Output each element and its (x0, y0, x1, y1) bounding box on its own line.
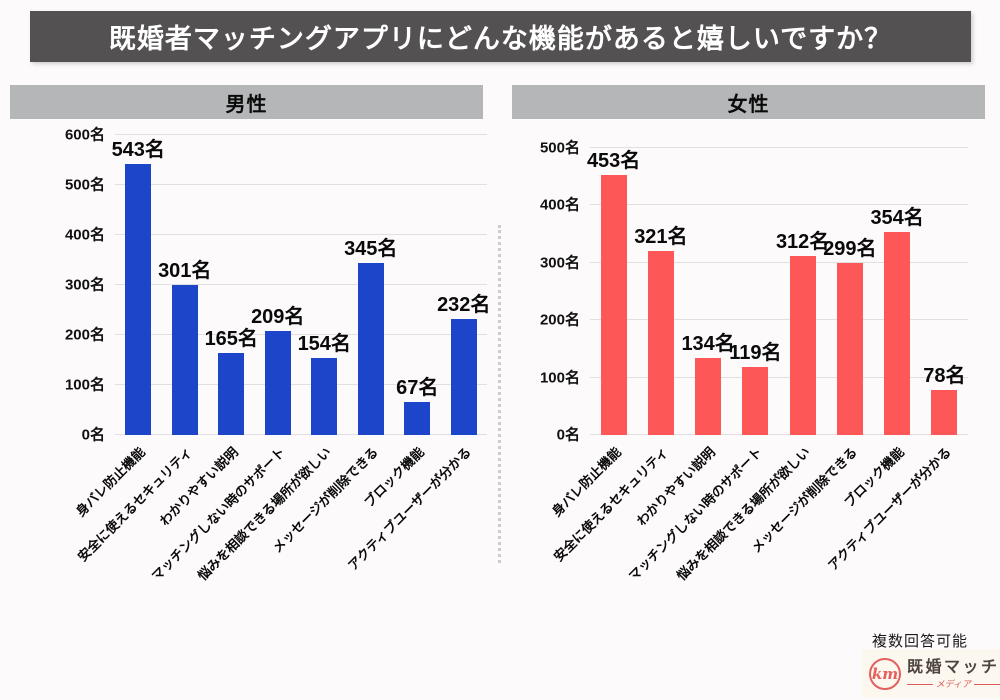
gridline (590, 434, 968, 435)
y-axis-tick-label: 0名 (81, 426, 105, 444)
bar-value-label: 119名 (729, 341, 782, 364)
gridline (590, 204, 968, 206)
x-axis-category-label: わかりやすい説明 (156, 444, 242, 529)
gridline (590, 261, 968, 263)
bar-female (789, 255, 816, 435)
x-axis-category-label: 身バレ防止機能 (73, 444, 149, 520)
bar-male (171, 284, 198, 435)
bar-value-label: 78名 (923, 365, 966, 388)
x-axis-category-label: 安全に使えるセキュリティ (74, 444, 195, 565)
bar-value-label: 354名 (870, 206, 924, 229)
x-axis-category-label: アクティブユーザーが分かる (344, 444, 474, 574)
y-axis-tick-label: 400名 (539, 196, 580, 214)
logo-line-right (973, 683, 1000, 685)
y-axis-tick-label: 100名 (539, 369, 580, 387)
bar-value-label: 232名 (437, 294, 491, 316)
x-axis-category-label: マッチングしない時のサポート (625, 444, 766, 584)
site-logo: km 既婚マッチ メディア (862, 649, 1000, 698)
y-axis-tick-label: 200名 (64, 326, 105, 344)
y-axis-tick-label: 400名 (64, 226, 105, 244)
x-axis-category-label: メッセージが削除できる (269, 444, 381, 556)
bar-chart-female: 0名 100名 200名 300名 400名 500名 453名身バレ防止機能 321名安全に… (540, 141, 968, 584)
survey-title: 既婚者マッチングアプリにどんな機能があると嬉しいですか？ (30, 11, 971, 62)
x-axis-category-label: アクティブユーザーが分かる (825, 444, 955, 574)
gridline (115, 434, 487, 435)
bar-value-label: 134名 (681, 333, 735, 356)
bar-female (742, 366, 769, 435)
bar-value-label: 301名 (158, 259, 212, 282)
gridline (115, 184, 487, 185)
section-header-female: 女性 (512, 85, 985, 119)
gridline (590, 376, 968, 378)
bar-chart-male: 0名 100名 200名 300名 400名 500名 600名 543名身バレ防止機能 301… (65, 128, 491, 584)
bar-male (264, 330, 291, 435)
x-axis-category-label: ブロック機能 (361, 444, 428, 511)
bar-value-label: 312名 (775, 230, 830, 253)
x-axis-category-label: 身バレ防止機能 (548, 444, 624, 520)
bar-value-label: 67名 (396, 376, 439, 399)
gridline (115, 384, 487, 385)
bar-female (836, 263, 863, 435)
logo-name: 既婚マッチ (907, 659, 1000, 677)
bar-male (125, 163, 152, 435)
gridline (115, 334, 487, 335)
bar-value-label: 543名 (111, 138, 165, 161)
gridline (115, 134, 487, 135)
multiple-answers-note: 複数回答可能 (871, 633, 968, 650)
bar-value-label: 154名 (297, 333, 351, 355)
bar-value-label: 209名 (251, 305, 305, 328)
logo-km-icon: km (869, 657, 901, 690)
bar-value-label: 299名 (823, 238, 877, 261)
y-axis-tick-label: 300名 (539, 254, 580, 272)
bar-male (404, 401, 431, 435)
y-axis-tick-label: 0名 (556, 426, 580, 444)
logo-subtitle: メディア (907, 678, 1000, 689)
bar-female (647, 250, 674, 435)
bar-value-label: 345名 (344, 237, 398, 260)
x-axis-category-label: マッチングしない時のサポート (148, 444, 288, 584)
y-axis-tick-label: 500名 (539, 139, 580, 157)
bar-male (218, 352, 245, 435)
bar-value-label: 321名 (634, 225, 688, 248)
bar-value-label: 165名 (204, 327, 258, 350)
x-axis-category-label: メッセージが削除できる (748, 444, 860, 556)
logo-text: 既婚マッチ メディア (907, 658, 1000, 688)
y-axis-tick-label: 300名 (64, 276, 105, 294)
bar-female (931, 390, 958, 435)
x-axis-category-label: わかりやすい説明 (633, 444, 719, 529)
gridline (590, 319, 968, 321)
bar-female (695, 358, 722, 435)
logo-subtitle-text: メディア (935, 678, 971, 689)
bar-value-label: 453名 (586, 149, 641, 172)
gridline (115, 234, 487, 235)
x-axis-category-label: 安全に使えるセキュリティ (550, 444, 671, 565)
section-header-male: 男性 (10, 85, 483, 119)
bar-male (450, 319, 477, 435)
gridline (115, 284, 487, 285)
logo-line-left (907, 683, 933, 685)
dotted-divider (498, 225, 501, 563)
bar-female (600, 174, 627, 435)
x-axis-category-label: ブロック機能 (841, 444, 908, 511)
gridline (590, 147, 968, 148)
y-axis-tick-label: 500名 (64, 176, 105, 194)
y-axis-tick-label: 600名 (64, 126, 105, 144)
y-axis-tick-label: 200名 (539, 311, 580, 329)
bar-male (357, 262, 384, 435)
x-axis-category-label: 悩みを相談できる場所が欲しい (195, 444, 335, 584)
bar-female (884, 231, 911, 435)
y-axis-tick-label: 100名 (64, 376, 105, 394)
bar-male (311, 358, 338, 435)
